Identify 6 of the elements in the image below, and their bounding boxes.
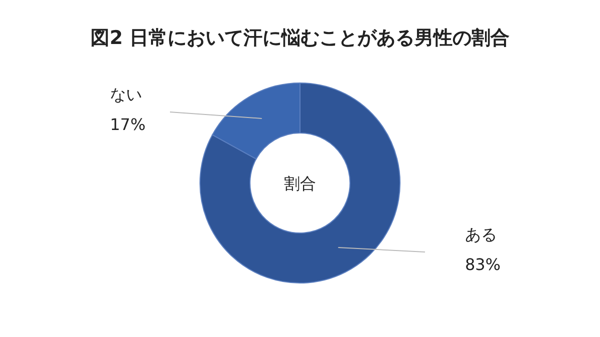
slice-label: ない <box>110 85 142 104</box>
data-label: 17% <box>110 115 146 134</box>
slice-label: ある <box>465 225 497 244</box>
text: 割合 <box>284 174 316 193</box>
chart-title: 図2 日常において汗に悩むことがある男性の割合 <box>90 27 510 49</box>
data-label: 83% <box>465 255 501 274</box>
